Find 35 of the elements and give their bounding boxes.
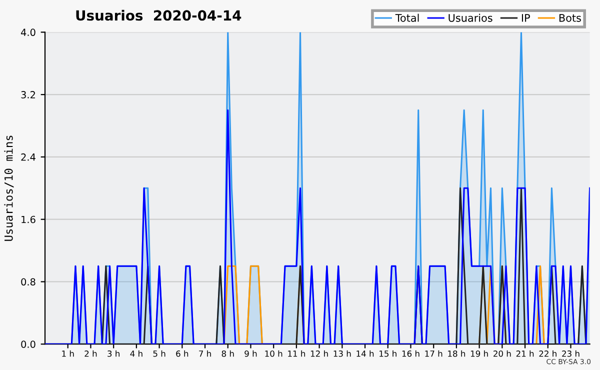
x-tick-label: 6 h bbox=[176, 350, 188, 357]
y-axis-title: Usuarios/10 mins bbox=[4, 136, 14, 241]
x-tick-label: 22 h bbox=[539, 350, 556, 357]
x-tick-label: 18 h bbox=[448, 350, 466, 357]
y-tick-label: 2.4 bbox=[21, 153, 36, 161]
y-tick-label: 3.2 bbox=[21, 91, 35, 98]
y-tick-label: 0.0 bbox=[21, 340, 36, 348]
x-tick-label: 13 h bbox=[334, 350, 351, 357]
x-tick-label: 14 h bbox=[356, 350, 374, 357]
x-tick-label: 3 h bbox=[108, 350, 120, 357]
x-tick-label: 9 h bbox=[244, 350, 257, 357]
x-tick-label: 11 h bbox=[288, 350, 306, 357]
x-tick-label: 1 h bbox=[62, 350, 74, 357]
x-tick-label: 10 h bbox=[265, 350, 282, 357]
y-tick-label: 1.6 bbox=[22, 216, 36, 224]
y-tick-label: 4.0 bbox=[20, 28, 36, 36]
x-tick-label: 12 h bbox=[310, 350, 328, 357]
legend-label: IP bbox=[522, 14, 530, 22]
x-tick-label: 15 h bbox=[380, 350, 396, 357]
legend-label: Total bbox=[395, 14, 419, 22]
x-tick-label: 5 h bbox=[153, 350, 166, 357]
y-tick-label: 0.8 bbox=[21, 278, 36, 286]
x-tick-label: 21 h bbox=[516, 350, 534, 357]
x-tick-label: 20 h bbox=[494, 350, 511, 357]
legend-label: Bots bbox=[559, 14, 581, 22]
chart-title: Usuarios 2020-04-14 bbox=[76, 10, 242, 21]
x-tick-label: 2 h bbox=[84, 350, 97, 357]
legend-label: Usuarios bbox=[448, 14, 492, 22]
x-tick-label: 17 h bbox=[425, 350, 442, 357]
x-tick-label: 8 h bbox=[222, 350, 234, 357]
x-tick-label: 7 h bbox=[199, 350, 211, 357]
x-tick-label: 19 h bbox=[470, 350, 488, 357]
x-tick-label: 23 h bbox=[562, 350, 580, 357]
x-tick-label: 4 h bbox=[130, 350, 142, 357]
x-tick-label: 16 h bbox=[402, 350, 420, 357]
